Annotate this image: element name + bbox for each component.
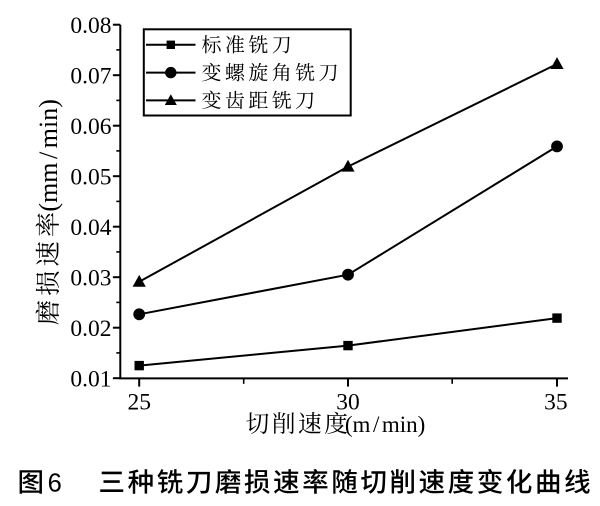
svg-text:(mm/min): (mm/min) bbox=[34, 99, 63, 211]
svg-text:0.05: 0.05 bbox=[70, 165, 111, 191]
svg-text:0.03: 0.03 bbox=[70, 266, 111, 292]
svg-text:0.04: 0.04 bbox=[70, 215, 111, 241]
svg-text:0.01: 0.01 bbox=[70, 367, 111, 393]
svg-text:(m/min): (m / min) bbox=[345, 412, 425, 437]
svg-text:0.06: 0.06 bbox=[70, 114, 111, 140]
svg-text:0.08: 0.08 bbox=[70, 13, 111, 39]
svg-text:35: 35 bbox=[544, 389, 568, 415]
svg-text:6: 6 bbox=[48, 470, 62, 498]
svg-text:25: 25 bbox=[127, 389, 151, 415]
svg-text:0.07: 0.07 bbox=[70, 64, 111, 90]
svg-text:0.02: 0.02 bbox=[70, 316, 111, 342]
svg-text:30: 30 bbox=[336, 389, 360, 415]
